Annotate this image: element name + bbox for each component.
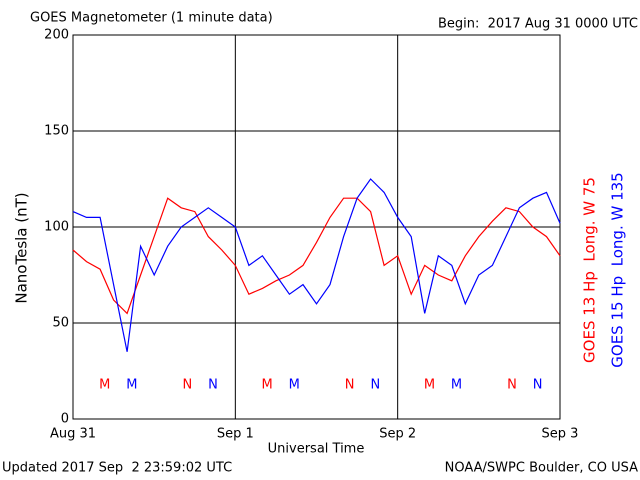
x-tick-label: Aug 31 [50,427,96,442]
footer-left: Updated 2017 Sep 2 23:59:02 UTC [2,461,232,476]
time-marker: N [345,378,355,393]
time-marker: N [370,378,380,393]
y-tick-label: 100 [44,220,69,235]
legend-label: GOES 15 Hp Long. W 135 [609,172,627,367]
time-marker: N [533,378,543,393]
y-tick-label: 200 [44,28,69,43]
x-tick-label: Sep 1 [217,427,254,442]
time-marker: M [99,378,110,393]
chart-title: GOES Magnetometer (1 minute data) [30,11,273,26]
x-tick-label: Sep 3 [542,427,579,442]
time-marker: M [424,378,435,393]
chart-subtitle: Begin: 2017 Aug 31 0000 UTC [438,17,638,32]
y-tick-label: 0 [61,412,69,427]
y-tick-label: 50 [52,316,69,331]
time-marker: N [208,378,218,393]
x-axis-label: Universal Time [268,442,365,457]
y-tick-label: 150 [44,124,69,139]
legend-label: GOES 13 Hp Long. W 75 [581,177,599,363]
time-marker: M [126,378,137,393]
footer-right: NOAA/SWPC Boulder, CO USA [445,461,638,476]
time-marker: M [262,378,273,393]
series-line [72,197,561,315]
time-marker: N [507,378,517,393]
plot-frame [72,34,561,420]
series-line [72,178,561,352]
y-axis-label: NanoTesla (nT) [13,192,31,303]
time-marker: M [451,378,462,393]
time-marker: M [289,378,300,393]
time-marker: N [182,378,192,393]
x-tick-label: Sep 2 [379,427,416,442]
